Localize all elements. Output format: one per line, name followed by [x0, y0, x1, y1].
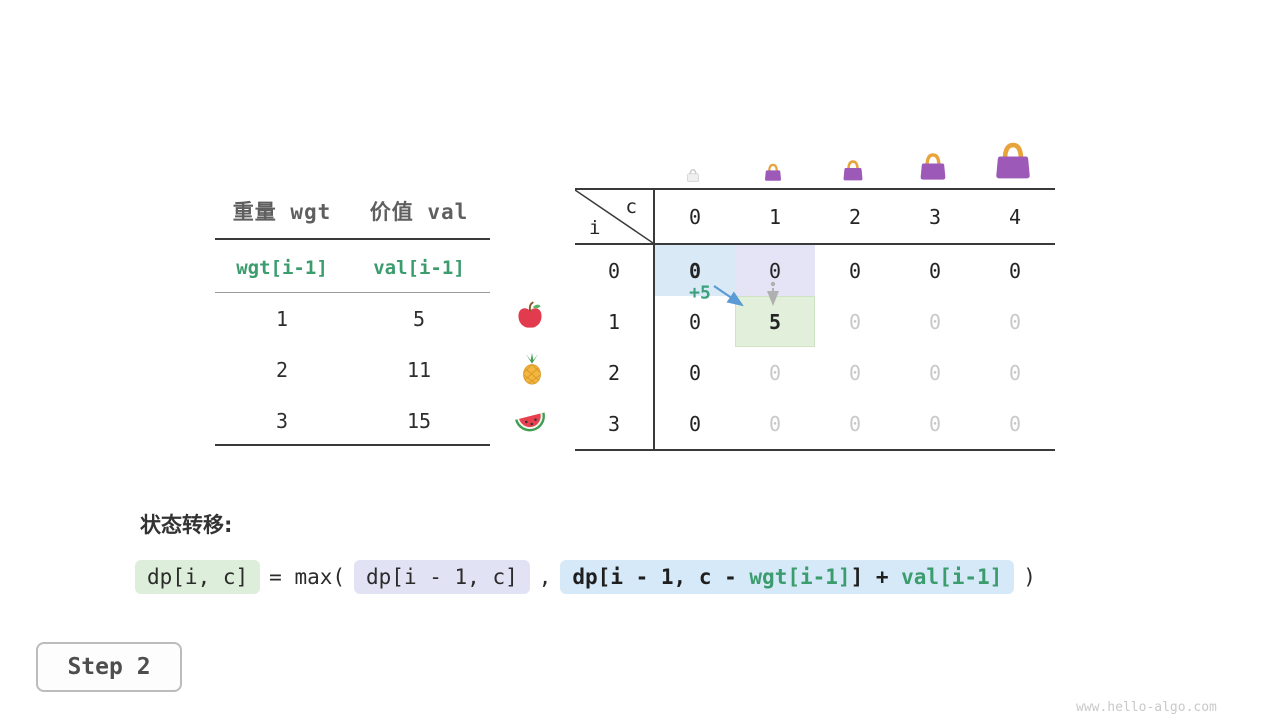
dp-cell-1-3: 0 [928, 309, 942, 334]
items-wgt-formula: wgt[i-1] [236, 257, 328, 279]
dp-cell-3-1: 0 [768, 411, 782, 436]
dp-col-header-2: 2 [815, 190, 895, 245]
dp-cell-2-2: 0 [848, 360, 862, 385]
formula-lhs-chip: dp[i, c] [135, 560, 261, 594]
dp-row-header-0: 0 [575, 245, 655, 296]
bag-xlarge-icon [990, 137, 1036, 187]
dp-row-header-2: 2 [575, 347, 655, 398]
dp-col-header-4: 4 [975, 190, 1055, 245]
item-row-2-wgt: 2 [275, 358, 289, 382]
dp-cell-1-1: 5 [735, 296, 815, 347]
watermark: www.hello-algo.com [1076, 700, 1217, 715]
items-val-formula: val[i-1] [373, 257, 465, 279]
item-row-3-wgt: 3 [275, 409, 289, 433]
dp-cell-2-3: 0 [928, 360, 942, 385]
formula-eq-max: = max( [269, 565, 346, 589]
dp-cell-1-0: 0 [688, 309, 702, 334]
corner-row-label: i [589, 217, 601, 239]
formula-close-paren: ) [1023, 565, 1036, 589]
dp-cell-1-2: 0 [848, 309, 862, 334]
item-row-1-wgt: 1 [275, 307, 289, 331]
formula-term2-val: val[i-1] [901, 565, 1003, 589]
formula-term2-chip: dp[i - 1, c - wgt[i-1]] + val[i-1] [560, 560, 1015, 594]
bag-small-icon [762, 161, 784, 187]
items-table-header-rule [215, 238, 490, 240]
item-row-1-val: 5 [412, 307, 426, 331]
formula-term2-part2: ] + [850, 565, 902, 589]
dp-cell-3-0: 0 [688, 411, 702, 436]
items-table-bottom-rule [215, 444, 490, 446]
items-value-header: 价值 val [369, 200, 469, 224]
dp-col-header-3: 3 [895, 190, 975, 245]
item-row-2-val: 11 [406, 358, 432, 382]
dp-corner-cell: c i [575, 190, 655, 245]
dp-cell-3-3: 0 [928, 411, 942, 436]
watermelon-icon [511, 403, 549, 439]
dp-col-header-0: 0 [655, 190, 735, 245]
dp-row-header-3: 3 [575, 398, 655, 449]
dp-cell-1-4: 0 [1008, 309, 1022, 334]
pineapple-icon [516, 352, 548, 390]
dp-cell-3-2: 0 [848, 411, 862, 436]
dp-cell-0-4: 0 [1008, 258, 1022, 283]
step-badge: Step 2 [36, 642, 182, 692]
formula-term2-part1: dp[i - 1, c - [572, 565, 750, 589]
dp-cell-2-4: 0 [1008, 360, 1022, 385]
transition-formula: dp[i, c] = max( dp[i - 1, c] , dp[i - 1,… [135, 560, 1036, 594]
dp-cell-0-2: 0 [848, 258, 862, 283]
dp-cell-2-0: 0 [688, 360, 702, 385]
dp-cell-3-4: 0 [1008, 411, 1022, 436]
formula-term1-chip: dp[i - 1, c] [354, 560, 530, 594]
dp-row-header-1: 1 [575, 296, 655, 347]
apple-icon [514, 300, 546, 336]
items-table-mid-rule [215, 292, 490, 293]
dp-cell-0-3: 0 [928, 258, 942, 283]
formula-comma: , [538, 565, 552, 589]
corner-col-label: c [625, 196, 637, 218]
bag-empty-icon [685, 167, 701, 187]
dp-cell-0-1: 0 [735, 245, 815, 296]
plus-five-annotation: +5 [689, 282, 711, 304]
dp-table: c i 0 1 2 3 4 0 0 0 0 0 0 1 0 5 0 0 0 2 … [575, 188, 1055, 451]
transition-label: 状态转移: [140, 513, 233, 537]
dp-col-header-1: 1 [735, 190, 815, 245]
bag-large-icon [916, 149, 950, 187]
formula-term2-wgt: wgt[i-1] [749, 565, 851, 589]
corner-diagonal-line [575, 190, 653, 243]
dp-cell-2-1: 0 [768, 360, 782, 385]
items-weight-header: 重量 wgt [232, 200, 332, 224]
item-row-3-val: 15 [406, 409, 432, 433]
bag-medium-icon [840, 157, 866, 187]
